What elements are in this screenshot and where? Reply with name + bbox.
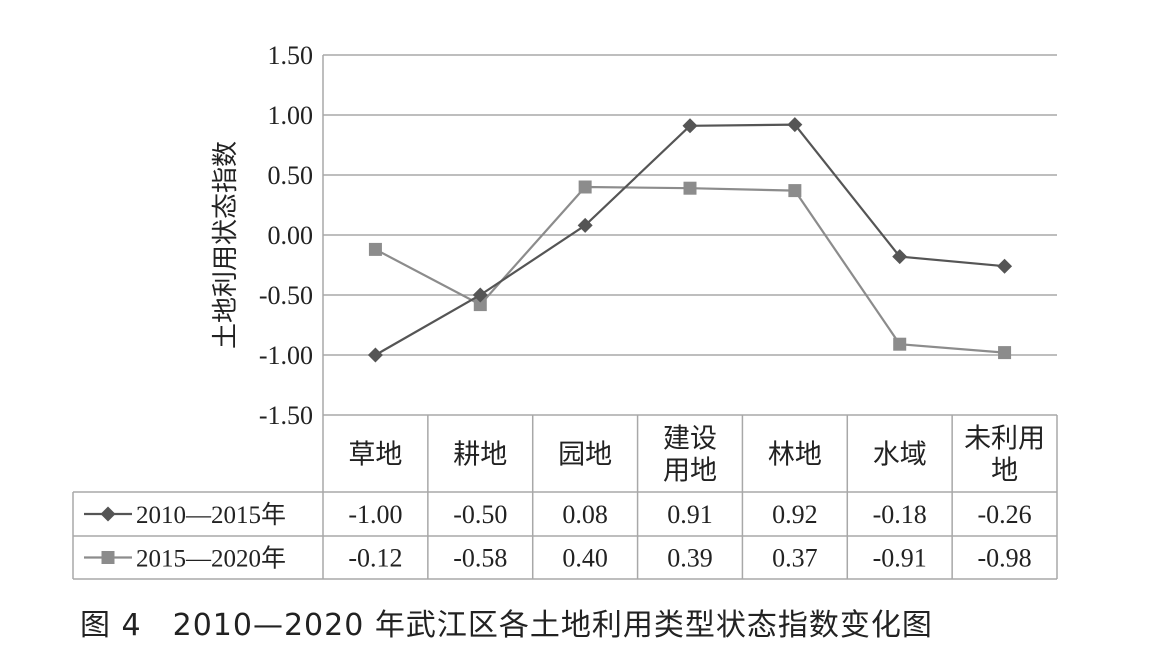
category-label: 用地 (663, 456, 717, 487)
y-axis-title: 土地利用状态指数 (211, 141, 241, 349)
legend-key-marker (101, 551, 115, 564)
table-value: -0.18 (873, 500, 927, 529)
table-value: -0.26 (977, 500, 1031, 529)
category-label: 水域 (873, 440, 927, 471)
table-value: 0.40 (562, 544, 608, 573)
data-point (893, 337, 907, 351)
table-value: -0.91 (873, 544, 927, 573)
legend-key-marker (100, 506, 116, 522)
y-tick-label: -0.50 (259, 281, 313, 310)
line-chart: 1.50 1.00 0.50 0.00 -0.50 -1.00 -1.50 土地利用状态指数草… (72, 41, 1058, 580)
figure-caption: 图 4 2010—2020 年武江区各土地利用类型状态指数变化图 (80, 608, 933, 643)
category-label: 未利用 (964, 424, 1045, 455)
legend-label: 2015—2020年 (136, 545, 286, 573)
y-tick-label: 1.50 (268, 41, 314, 70)
table-value: 0.92 (772, 500, 818, 529)
table-value: -0.50 (453, 500, 507, 529)
data-point (787, 117, 803, 133)
category-label: 耕地 (453, 440, 507, 471)
data-point (368, 242, 382, 256)
y-tick-label: -1.00 (259, 341, 313, 370)
table-value: 0.37 (772, 544, 818, 573)
data-point (788, 184, 802, 198)
table-value: 0.91 (667, 500, 713, 529)
data-point (578, 180, 592, 194)
series-line (374, 123, 1005, 356)
legend-label: 2010—2015年 (136, 501, 286, 529)
series-line (374, 185, 1005, 354)
data-point (472, 287, 488, 303)
y-tick-label: 0.50 (268, 161, 314, 190)
table-value: 0.39 (667, 544, 713, 573)
table-value: -0.98 (977, 544, 1031, 573)
category-label: 林地 (768, 440, 822, 471)
data-point (998, 346, 1012, 360)
data-point (473, 298, 487, 312)
y-tick-label: -1.50 (259, 401, 313, 430)
data-point (577, 217, 593, 233)
category-label: 地 (991, 456, 1018, 487)
category-label: 建设 (663, 424, 717, 455)
data-point (682, 118, 698, 134)
y-tick-label: 1.00 (268, 101, 314, 130)
table-value: -0.12 (348, 544, 402, 573)
table-value: 0.08 (562, 500, 608, 529)
data-point (367, 347, 383, 363)
data-point (683, 181, 697, 195)
y-tick-label: 0.00 (268, 221, 314, 250)
data-point (892, 249, 908, 265)
data-point (997, 258, 1013, 274)
category-label: 草地 (348, 440, 402, 471)
category-label: 园地 (558, 440, 612, 471)
table-value: -0.58 (453, 544, 507, 573)
table-value: -1.00 (348, 500, 402, 529)
